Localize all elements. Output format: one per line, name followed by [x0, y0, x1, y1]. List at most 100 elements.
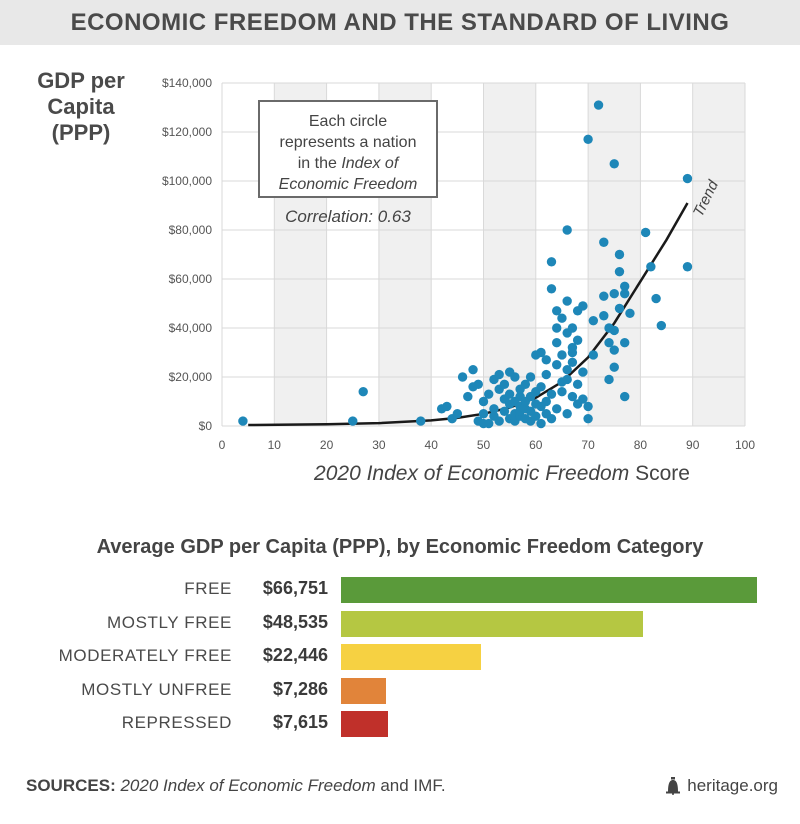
annotation-text-italic: Economic Freedom: [278, 176, 418, 193]
data-point: [546, 413, 557, 424]
data-point: [238, 416, 248, 426]
correlation-label: Correlation: 0.63: [285, 207, 411, 226]
annotation-line: represents a nation: [279, 134, 417, 151]
data-point: [484, 418, 494, 429]
y-tick-label: $20,000: [169, 370, 213, 384]
sources-rest: and IMF.: [375, 776, 446, 795]
data-point: [578, 301, 588, 311]
y-axis-label-line: GDP per: [37, 68, 125, 93]
bar-row: REPRESSED $7,615: [0, 711, 800, 737]
data-point: [541, 369, 551, 380]
data-point: [552, 360, 562, 370]
data-point: [557, 313, 567, 323]
data-points: [238, 100, 693, 429]
data-point: [604, 338, 614, 348]
data-point: [489, 404, 499, 414]
x-axis-title-rest: Score: [629, 462, 690, 485]
x-axis-title-italic: 2020 Index of Economic Freedom: [314, 462, 630, 485]
data-point: [552, 338, 562, 348]
data-point: [557, 350, 567, 360]
data-point: [583, 401, 593, 412]
data-point: [546, 389, 557, 399]
bar-row: MOSTLY FREE $48,535: [0, 610, 800, 637]
data-point: [562, 296, 572, 306]
data-point: [604, 374, 614, 385]
data-point: [520, 379, 531, 390]
data-point: [578, 367, 588, 377]
data-point: [567, 342, 578, 353]
data-point: [640, 227, 651, 238]
x-tick-label: 0: [219, 438, 226, 452]
data-point: [541, 355, 551, 365]
data-point: [572, 335, 583, 345]
data-point: [620, 281, 630, 292]
brand: heritage.org: [665, 776, 778, 796]
grid-band: [588, 83, 641, 426]
data-point: [609, 345, 619, 355]
x-tick-label: 80: [634, 438, 648, 452]
sources-note: SOURCES: 2020 Index of Economic Freedom …: [26, 776, 446, 796]
data-point: [583, 134, 593, 145]
data-point: [468, 364, 478, 375]
data-point: [562, 225, 572, 235]
data-point: [552, 404, 562, 414]
data-point: [478, 409, 489, 419]
bar-row: MODERATELY FREE $22,446: [0, 644, 800, 670]
data-point: [442, 401, 452, 412]
data-point: [599, 237, 609, 247]
x-tick-label: 20: [320, 438, 334, 452]
data-point: [578, 394, 588, 404]
data-point: [588, 315, 599, 326]
data-point: [609, 325, 619, 336]
data-point: [473, 379, 483, 390]
x-tick-label: 50: [477, 438, 491, 452]
data-point: [646, 262, 656, 272]
data-point: [484, 389, 494, 399]
bar-row: MOSTLY UNFREE $7,286: [0, 677, 800, 704]
data-point: [682, 262, 693, 272]
data-point: [494, 369, 504, 380]
data-point: [682, 173, 693, 184]
data-point: [536, 418, 546, 429]
y-tick-labels: $0 $20,000 $40,000 $60,000 $80,000 $100,000 $1…: [162, 76, 212, 433]
y-axis-label-line: (PPP): [51, 120, 111, 145]
title-band: ECONOMIC FREEDOM AND THE STANDARD OF LIV…: [0, 0, 800, 45]
y-tick-label: $80,000: [169, 223, 213, 237]
annotation-text-italic: Index of: [341, 155, 399, 172]
data-point: [552, 323, 562, 333]
data-point: [620, 289, 630, 299]
data-point: [557, 387, 567, 397]
x-tick-label: 70: [581, 438, 595, 452]
data-point: [583, 413, 593, 424]
data-point: [651, 293, 661, 304]
data-point: [536, 347, 546, 358]
y-axis-label: GDP per Capita (PPP): [26, 68, 136, 146]
data-point: [599, 311, 609, 321]
bar-value-label: $7,286: [272, 678, 328, 699]
y-tick-label: $100,000: [162, 174, 212, 188]
brand-text: heritage.org: [687, 776, 778, 795]
bar-chart-title: Average GDP per Capita (PPP), by Economi…: [96, 536, 704, 558]
data-point: [546, 284, 557, 294]
data-point: [609, 289, 619, 299]
bar-value-label: $22,446: [262, 645, 328, 665]
annotation-line: in the Index of: [260, 153, 436, 174]
data-point: [572, 379, 583, 390]
data-point: [494, 416, 504, 426]
data-point: [620, 391, 630, 402]
y-tick-label: $0: [199, 419, 213, 433]
annotation-box: Each circle represents a nation in the I…: [258, 100, 438, 198]
data-point: [614, 266, 625, 277]
data-point: [620, 338, 630, 348]
data-point: [452, 409, 463, 419]
y-tick-label: $140,000: [162, 76, 212, 90]
bar-value-label: $7,615: [272, 712, 328, 732]
grid-band: [692, 83, 745, 426]
bar: [341, 677, 387, 704]
y-tick-label: $60,000: [169, 272, 213, 286]
data-point: [358, 387, 368, 397]
x-tick-label: 90: [686, 438, 700, 452]
y-tick-label: $120,000: [162, 125, 212, 139]
data-point: [536, 382, 546, 392]
data-point: [457, 372, 468, 382]
